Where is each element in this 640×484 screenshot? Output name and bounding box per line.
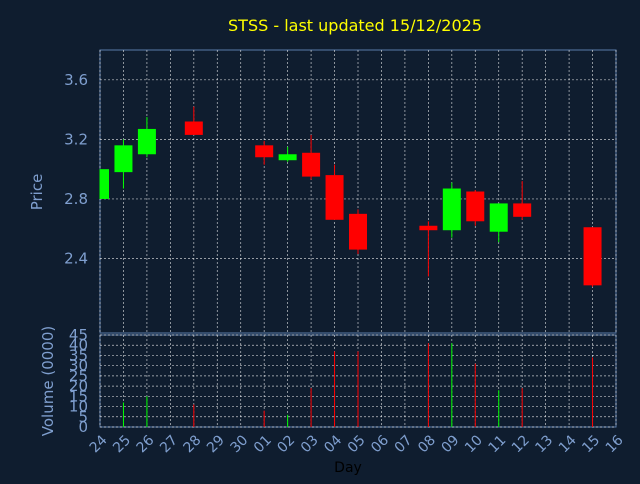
volume-tick-label: 35 <box>69 346 88 364</box>
volume-tick-label: 15 <box>69 387 88 405</box>
x-tick-label: 27 <box>157 432 181 456</box>
volume-tick-label: 45 <box>69 326 88 344</box>
volume-tick-label: 25 <box>69 367 88 385</box>
price-y-ticks: 2.4 2.8 3.2 3.6 <box>64 71 88 268</box>
candle-body <box>419 225 438 231</box>
x-tick-label: 16 <box>603 432 627 456</box>
x-axis-label: Day <box>334 460 362 476</box>
x-tick-label: 12 <box>509 432 533 456</box>
volume-tick-label: 0 <box>78 418 88 436</box>
candle-body <box>114 145 133 173</box>
volume-tick-label: 10 <box>69 398 88 416</box>
x-tick-label: 09 <box>439 432 463 456</box>
x-axis-ticks: 24 25 26 27 28 29 30 01 02 03 04 05 06 07 08 09 10 11 12 13… <box>87 432 627 456</box>
price-axis-label: Price <box>28 174 46 211</box>
x-tick-label: 08 <box>415 432 439 456</box>
x-tick-label: 26 <box>134 432 158 456</box>
candle-body <box>325 175 344 220</box>
candles <box>99 106 602 287</box>
volume-bars <box>122 343 594 427</box>
x-tick-label: 14 <box>556 432 580 456</box>
candle-body <box>466 191 485 222</box>
price-tick-label: 2.4 <box>64 250 88 268</box>
x-tick-label: 13 <box>532 432 556 456</box>
candle-body <box>442 188 461 231</box>
x-tick-label: 30 <box>227 432 251 456</box>
candle-body <box>137 128 156 155</box>
price-panel: 2.4 2.8 3.2 3.6 Price <box>28 49 617 334</box>
x-tick-label: 07 <box>392 432 416 456</box>
candle-body <box>184 121 203 135</box>
price-grid <box>99 50 617 333</box>
candle-body <box>278 154 297 161</box>
x-tick-label: 04 <box>321 432 345 456</box>
x-tick-label: 24 <box>87 432 111 456</box>
x-tick-label: 28 <box>181 432 205 456</box>
candle-body <box>255 145 274 158</box>
volume-axis-label: Volume (0000) <box>39 326 57 436</box>
candle-body <box>302 152 321 177</box>
candle-body <box>489 203 508 232</box>
x-tick-label: 15 <box>579 432 603 456</box>
x-tick-label: 10 <box>462 432 486 456</box>
x-tick-label: 25 <box>110 432 134 456</box>
candle-body <box>100 169 109 199</box>
candle-body <box>513 203 532 217</box>
volume-tick-label: 40 <box>69 336 88 354</box>
price-tick-label: 3.6 <box>64 71 88 89</box>
chart-title: STSS - last updated 15/12/2025 <box>228 16 482 35</box>
candle-body <box>349 213 367 250</box>
price-tick-label: 2.8 <box>64 190 88 208</box>
x-tick-label: 05 <box>345 432 369 456</box>
volume-tick-label: 20 <box>69 377 88 395</box>
candle-body <box>583 227 602 286</box>
price-tick-label: 3.2 <box>64 130 88 148</box>
volume-tick-label: 5 <box>78 408 88 426</box>
x-tick-label: 01 <box>251 432 275 456</box>
volume-tick-label: 30 <box>69 357 88 375</box>
x-tick-label: 06 <box>368 432 392 456</box>
x-tick-label: 29 <box>204 432 228 456</box>
x-tick-label: 02 <box>274 432 298 456</box>
x-tick-label: 11 <box>485 432 509 456</box>
x-tick-label: 03 <box>298 432 322 456</box>
